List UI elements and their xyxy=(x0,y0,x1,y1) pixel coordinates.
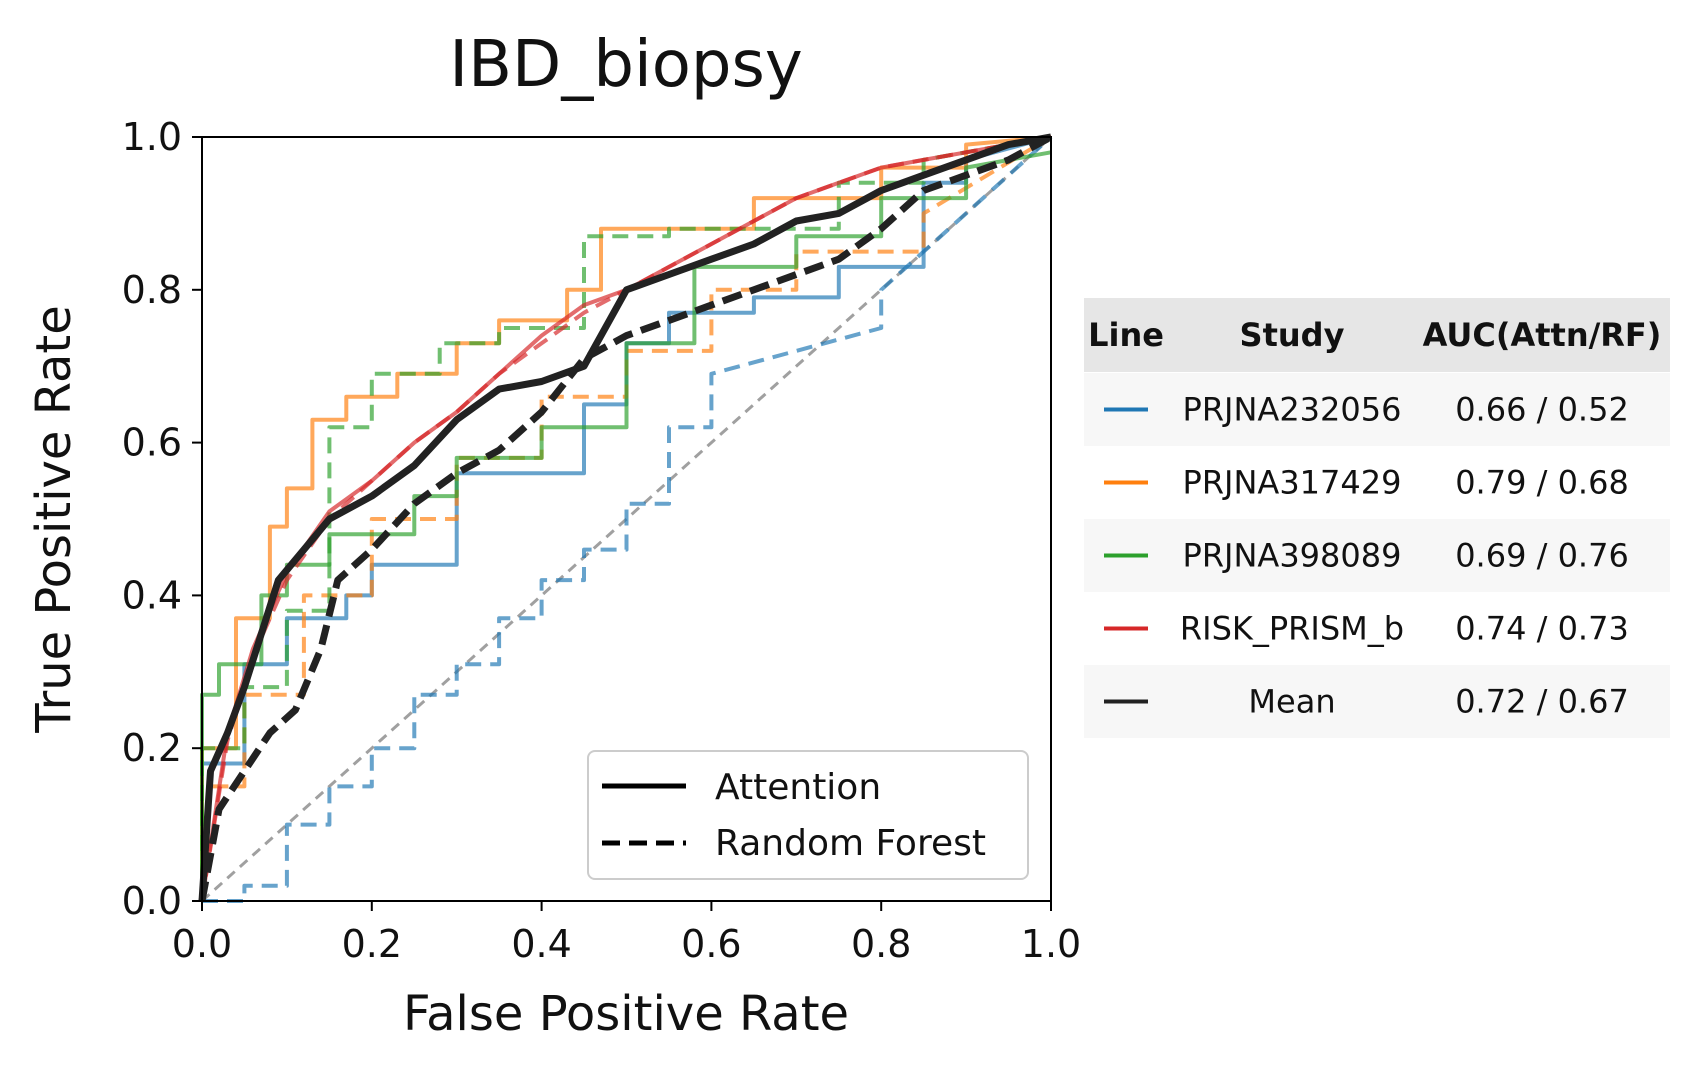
table-row: PRJNA317429 0.79 / 0.68 xyxy=(1104,464,1629,502)
y-axis-ticks: 0.0 0.2 0.4 0.6 0.8 1.0 xyxy=(122,115,202,923)
chance-diagonal-line xyxy=(200,135,1053,903)
table-header-study: Study xyxy=(1240,316,1345,354)
roc-line-prjna317429-attention xyxy=(200,135,1052,901)
x-tick-label: 0.2 xyxy=(342,922,402,966)
chart-legend: Attention Random Forest xyxy=(587,750,1029,880)
table-header-bg xyxy=(1084,298,1670,372)
y-tick-label: 0.4 xyxy=(122,573,182,617)
table-row: PRJNA398089 0.69 / 0.76 xyxy=(1084,519,1670,592)
y-tick-label: 0.0 xyxy=(122,879,182,923)
roc-line-prjna232056-random-forest xyxy=(202,135,1053,903)
roc-line-mean-attention xyxy=(198,133,1052,902)
table-auc-cell: 0.74 / 0.73 xyxy=(1455,610,1629,648)
x-axis-label: False Positive Rate xyxy=(403,986,849,1042)
table-row: PRJNA232056 0.66 / 0.52 xyxy=(1084,373,1670,446)
plot-frame xyxy=(201,136,1052,902)
x-tick-label: 0.4 xyxy=(511,922,571,966)
roc-line-prjna398089-random-forest xyxy=(200,135,1052,901)
x-tick-label: 0.6 xyxy=(681,922,741,966)
table-row: RISK_PRISM_b 0.74 / 0.73 xyxy=(1104,610,1629,648)
x-axis-ticks: 0.0 0.2 0.4 0.6 0.8 1.0 xyxy=(172,901,1081,966)
x-tick-label: 1.0 xyxy=(1021,922,1081,966)
y-tick-label: 0.8 xyxy=(122,268,182,312)
table-auc-cell: 0.66 / 0.52 xyxy=(1455,391,1629,429)
y-tick-label: 0.6 xyxy=(122,421,182,465)
x-tick-label: 0.0 xyxy=(172,922,232,966)
table-auc-cell: 0.69 / 0.76 xyxy=(1455,537,1629,575)
table-study-cell: Mean xyxy=(1248,683,1335,721)
legend-label-random-forest: Random Forest xyxy=(715,823,986,864)
roc-line-risk-prism-b-random-forest xyxy=(200,135,1052,902)
legend-label-attention: Attention xyxy=(715,767,881,808)
table-study-cell: PRJNA317429 xyxy=(1183,464,1402,502)
table-auc-cell: 0.79 / 0.68 xyxy=(1455,464,1629,502)
table-study-cell: PRJNA398089 xyxy=(1183,537,1402,575)
table-row-bg xyxy=(1084,373,1670,446)
roc-line-mean-random-forest xyxy=(198,133,1053,902)
table-row-bg xyxy=(1084,665,1670,738)
table-study-cell: PRJNA232056 xyxy=(1183,391,1402,429)
table-header-auc: AUC(Attn/RF) xyxy=(1423,316,1662,354)
chart-title: IBD_biopsy xyxy=(449,28,802,102)
table-row-bg xyxy=(1084,519,1670,592)
table-row: Mean 0.72 / 0.67 xyxy=(1084,665,1670,738)
table-header-line: Line xyxy=(1088,316,1164,354)
table-rows: PRJNA232056 0.66 / 0.52 PRJNA317429 0.79 / … xyxy=(1084,373,1670,738)
x-tick-label: 0.8 xyxy=(851,922,911,966)
plot-area xyxy=(198,133,1053,903)
table-study-cell: RISK_PRISM_b xyxy=(1180,610,1404,648)
table-auc-cell: 0.72 / 0.67 xyxy=(1455,683,1629,721)
auc-summary-table: Line Study AUC(Attn/RF) PRJNA232056 0.66 … xyxy=(1084,298,1670,738)
y-axis-label: True Positive Rate xyxy=(26,305,82,734)
legend-frame xyxy=(587,750,1029,880)
y-tick-label: 0.2 xyxy=(122,726,182,770)
y-tick-label: 1.0 xyxy=(122,115,182,159)
